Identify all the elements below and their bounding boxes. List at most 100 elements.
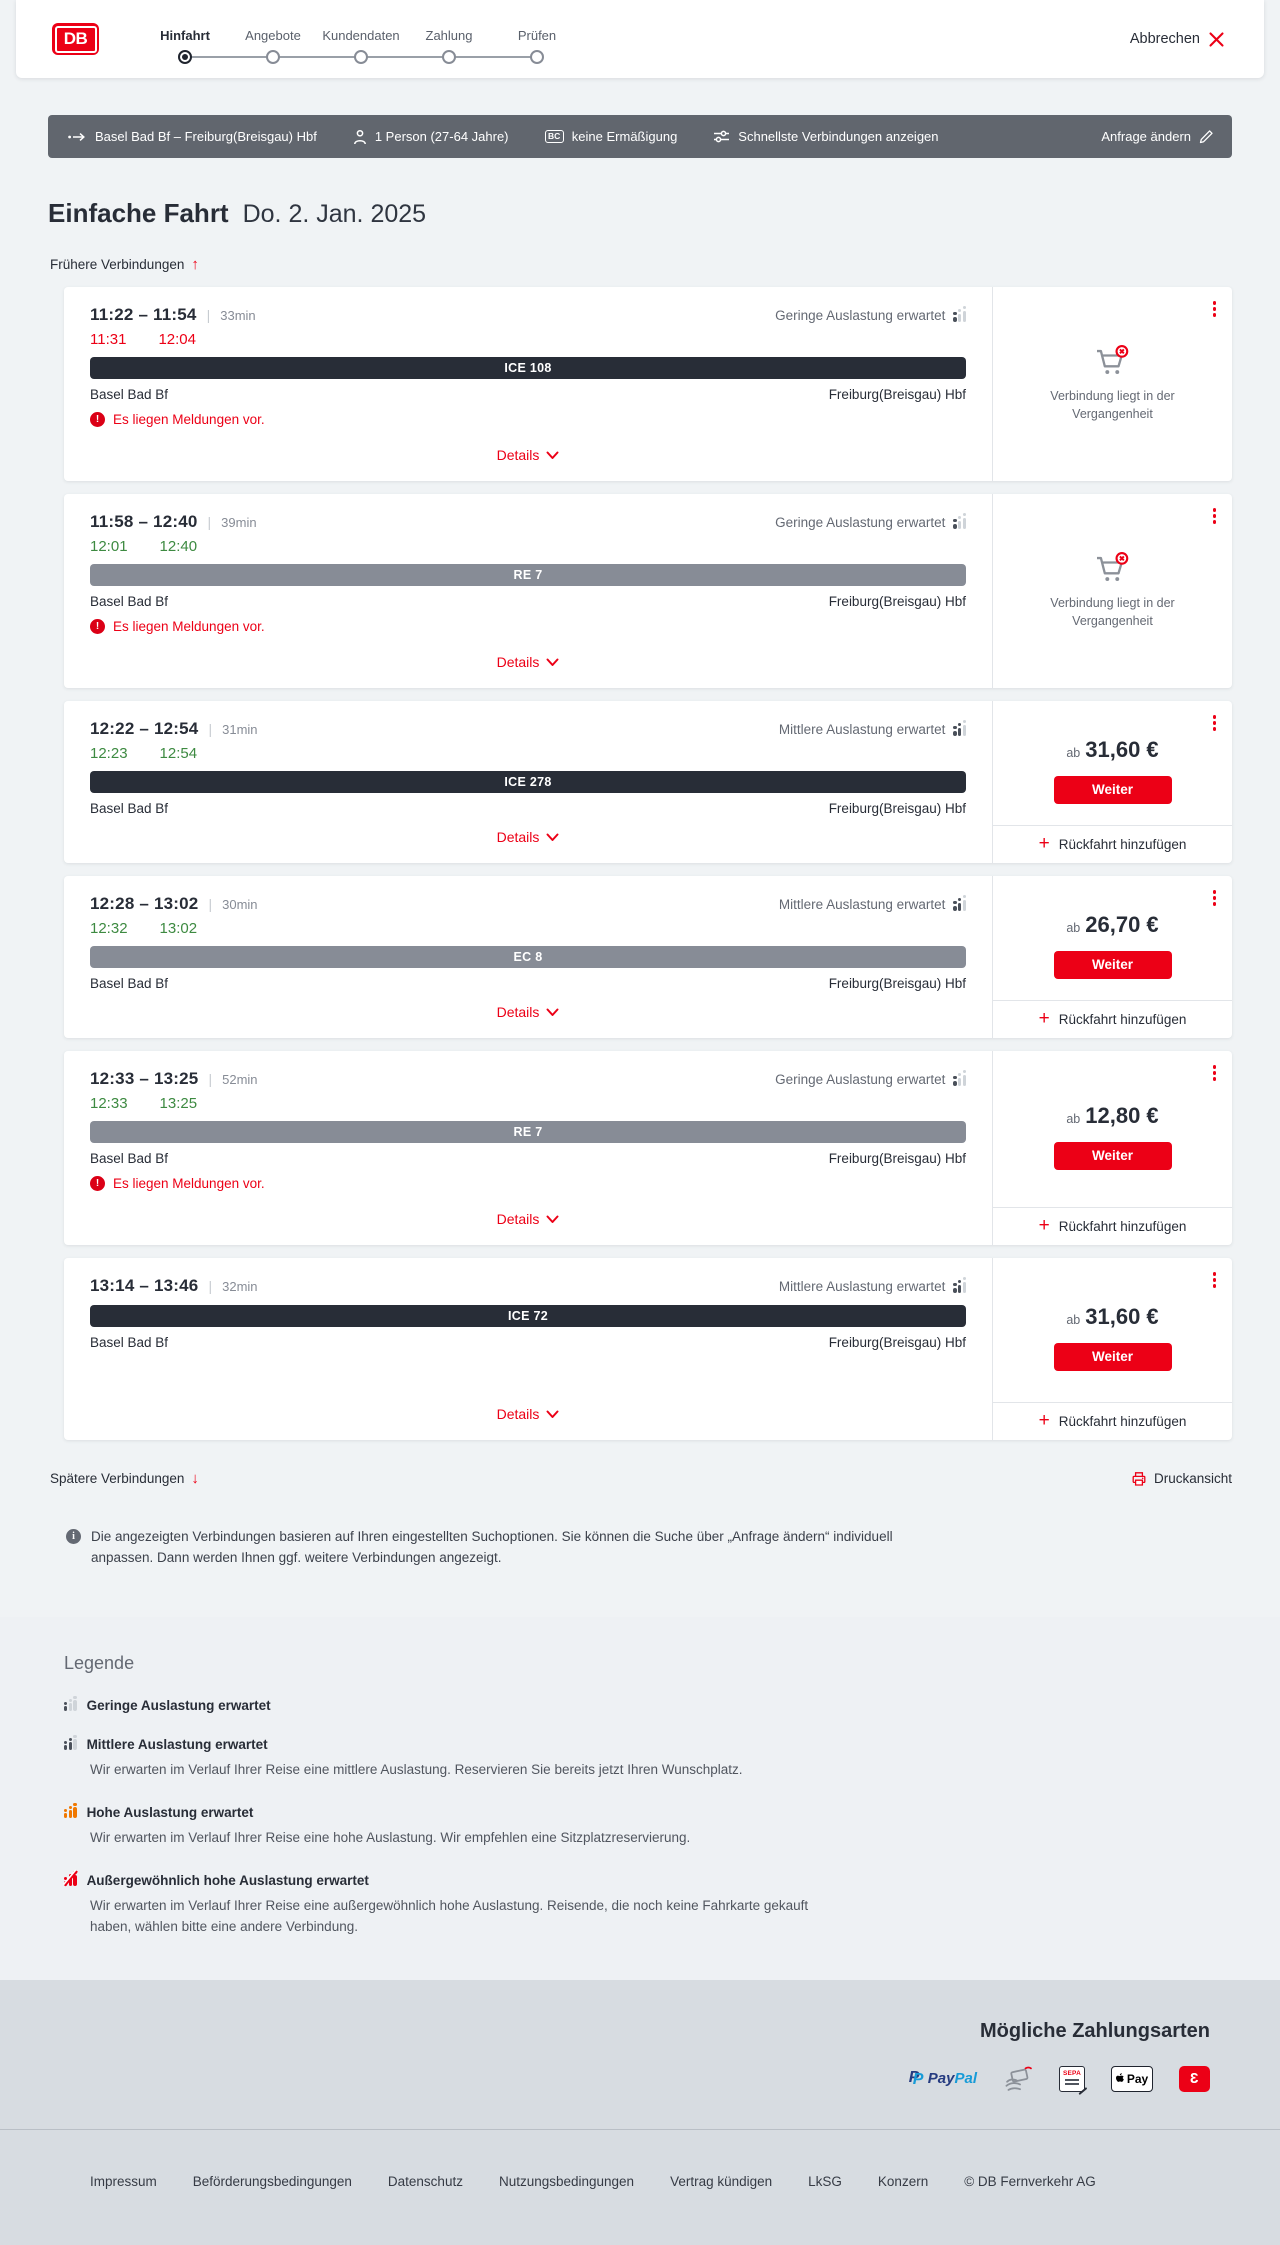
step-circle [530,50,544,64]
step-circle [354,50,368,64]
footer-link[interactable]: LkSG [808,2173,842,2189]
train-bar: ICE 72 [90,1305,966,1327]
db-logo[interactable]: DB [52,23,99,55]
connection-side-panel: ab 31,60 € Weiter + Rückfahrt hinzufügen [992,701,1232,863]
alert-icon: ! [90,1176,105,1191]
details-button[interactable]: Details [497,447,560,463]
footer-link[interactable]: Impressum [90,2173,157,2189]
info-note: i Die angezeigten Verbindungen basieren … [66,1527,896,1569]
details-label: Details [496,1406,540,1422]
realtime-arrival: 12:54 [159,745,198,762]
separator: | [208,721,213,737]
continue-button[interactable]: Weiter [1053,1342,1172,1371]
past-caption: Verbindung liegt in der Vergangenheit [1050,388,1175,421]
passenger-summary: 1 Person (27-64 Jahre) [353,129,509,145]
add-return-button[interactable]: + Rückfahrt hinzufügen [993,1207,1232,1245]
more-options-button[interactable] [1211,713,1219,733]
chevron-down-icon [546,658,559,666]
step-kundendaten[interactable]: Kundendaten [317,26,405,64]
later-connections-link[interactable]: Spätere Verbindungen ↓ [50,1470,199,1487]
more-options-button[interactable] [1211,506,1219,526]
occupancy-label: Geringe Auslastung erwartet [775,1072,946,1087]
add-return-button[interactable]: + Rückfahrt hinzufügen [993,1000,1232,1038]
apple-pay-icon: Pay [1111,2065,1153,2092]
add-return-button[interactable]: + Rückfahrt hinzufügen [993,825,1232,863]
more-options-button[interactable] [1211,299,1219,319]
message-row[interactable]: ! Es liegen Meldungen vor. [90,1176,966,1191]
message-row[interactable]: ! Es liegen Meldungen vor. [90,412,966,427]
legend-description: Wir erwarten im Verlauf Ihrer Reise eine… [90,1761,743,1777]
message-label: Es liegen Meldungen vor. [113,412,265,427]
occupancy-icon [64,1695,77,1712]
details-button[interactable]: Details [497,829,560,845]
arrival-station: Freiburg(Breisgau) Hbf [828,801,966,816]
cancel-button[interactable]: Abbrechen [1130,31,1224,47]
step-angebote[interactable]: Angebote [229,26,317,64]
connection-main: 11:22 – 11:54 | 33min Geringe Auslastung… [64,287,992,481]
more-options-button[interactable] [1211,888,1219,908]
step-zahlung[interactable]: Zahlung [405,26,493,64]
add-return-label: Rückfahrt hinzufügen [1058,837,1187,852]
more-options-button[interactable] [1211,1063,1219,1083]
footer-link[interactable]: Nutzungsbedingungen [498,2173,635,2189]
cart-unavailable-icon [1096,344,1128,374]
message-row[interactable]: ! Es liegen Meldungen vor. [90,619,966,634]
add-return-label: Rückfahrt hinzufügen [1058,1414,1187,1429]
footer-link[interactable]: Vertrag kündigen [670,2173,773,2189]
connection-list: 11:22 – 11:54 | 33min Geringe Auslastung… [64,287,1232,1440]
footer-link[interactable]: Datenschutz [387,2173,463,2189]
plus-icon: + [1038,833,1050,854]
continue-button[interactable]: Weiter [1053,1141,1172,1170]
plus-icon: + [1038,1215,1050,1236]
legend-description: Wir erwarten im Verlauf Ihrer Reise eine… [90,1829,691,1845]
realtime-arrival: 13:02 [159,920,198,937]
add-return-button[interactable]: + Rückfahrt hinzufügen [993,1402,1232,1440]
earlier-label: Frühere Verbindungen [50,257,185,272]
details-button[interactable]: Details [497,654,560,670]
sliders-icon [714,130,730,143]
realtime-arrival: 12:04 [158,331,196,348]
details-button[interactable]: Details [497,1211,560,1227]
printer-icon [1132,1471,1146,1486]
passenger-text: 1 Person (27-64 Jahre) [374,129,509,144]
print-view-link[interactable]: Druckansicht [1131,1471,1232,1487]
more-options-button[interactable] [1211,1270,1219,1290]
progress-steps: Hinfahrt Angebote Kundendaten Zahlung Pr… [141,14,581,64]
connection-main: 12:28 – 13:02 | 30min Mittlere Auslastun… [64,876,992,1038]
hand-payment-icon [1005,2066,1032,2091]
arrow-up-icon: ↑ [191,256,199,273]
connection-card: 12:33 – 13:25 | 52min Geringe Auslastung… [64,1051,1232,1245]
message-label: Es liegen Meldungen vor. [113,1176,265,1191]
details-button[interactable]: Details [497,1004,560,1020]
connection-times: 12:33 – 13:25 [90,1069,199,1088]
duration: 31min [222,722,258,737]
past-caption: Verbindung liegt in der Vergangenheit [1050,595,1175,628]
alert-icon: ! [90,619,105,634]
continue-button[interactable]: Weiter [1053,950,1172,979]
modify-request-button[interactable]: Anfrage ändern [1101,129,1214,144]
step-label: Kundendaten [322,28,400,43]
step-pruefen[interactable]: Prüfen [493,26,581,64]
separator: | [207,514,212,530]
continue-button[interactable]: Weiter [1053,775,1172,804]
route-summary: Basel Bad Bf – Freiburg(Breisgau) Hbf [68,129,317,144]
step-hinfahrt[interactable]: Hinfahrt [141,26,229,64]
earlier-connections-link[interactable]: Frühere Verbindungen ↑ [50,256,1232,273]
price-value: 31,60 € [1085,736,1159,762]
departure-station: Basel Bad Bf [90,387,169,402]
travel-date: Do. 2. Jan. 2025 [242,200,427,228]
train-bar: EC 8 [90,946,966,968]
pencil-icon [1199,130,1213,144]
separator: | [208,1071,213,1087]
add-return-label: Rückfahrt hinzufügen [1058,1219,1187,1234]
realtime-departure: 12:01 [90,538,128,555]
fastest-connections-toggle[interactable]: Schnellste Verbindungen anzeigen [713,129,939,144]
train-bar: RE 7 [90,564,966,586]
apple-icon [1115,2073,1124,2082]
step-label: Prüfen [517,28,557,43]
fastest-text: Schnellste Verbindungen anzeigen [738,129,939,144]
details-button[interactable]: Details [497,1406,560,1422]
footer-link[interactable]: Konzern [877,2173,929,2189]
footer-link[interactable]: Beförderungsbedingungen [192,2173,352,2189]
